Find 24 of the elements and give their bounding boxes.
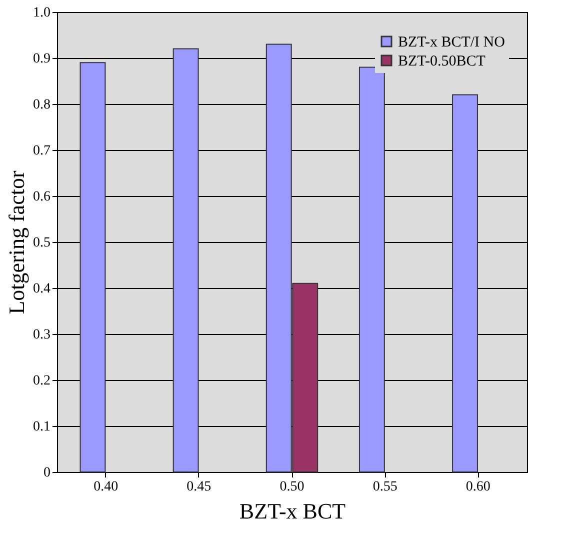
y-tick-label: 0.6	[33, 190, 50, 204]
x-tick-label: 0.55	[372, 480, 398, 494]
y-tick-label: 0.2	[33, 374, 50, 388]
y-tick-label: 0.4	[33, 282, 50, 296]
y-tick-label: 0.9	[33, 52, 50, 66]
legend-label: BZT-0.50BCT	[398, 54, 486, 70]
legend-label: BZT-x BCT/I NO	[398, 34, 506, 50]
x-tick-label: 0.40	[94, 480, 118, 494]
y-tick-label: 0	[44, 466, 50, 480]
y-tick-label: 1.0	[33, 6, 50, 20]
y-axis-title: Lotgering factor	[4, 170, 29, 314]
bar	[80, 62, 106, 472]
x-tick-label: 0.60	[466, 480, 490, 494]
bar	[358, 66, 385, 472]
x-axis-title: BZT-x BCT	[239, 498, 346, 524]
x-tick-label: 0.50	[280, 480, 304, 494]
y-tick-label: 0.7	[33, 144, 50, 158]
x-tick-label: 0.45	[186, 480, 212, 494]
y-tick-label: 0.3	[33, 328, 50, 342]
bar	[452, 94, 478, 472]
y-tick-label: 0.1	[33, 420, 50, 434]
y-tick-label: 0.8	[33, 98, 50, 112]
bar	[172, 48, 199, 472]
y-tick-label: 0.5	[33, 236, 50, 250]
